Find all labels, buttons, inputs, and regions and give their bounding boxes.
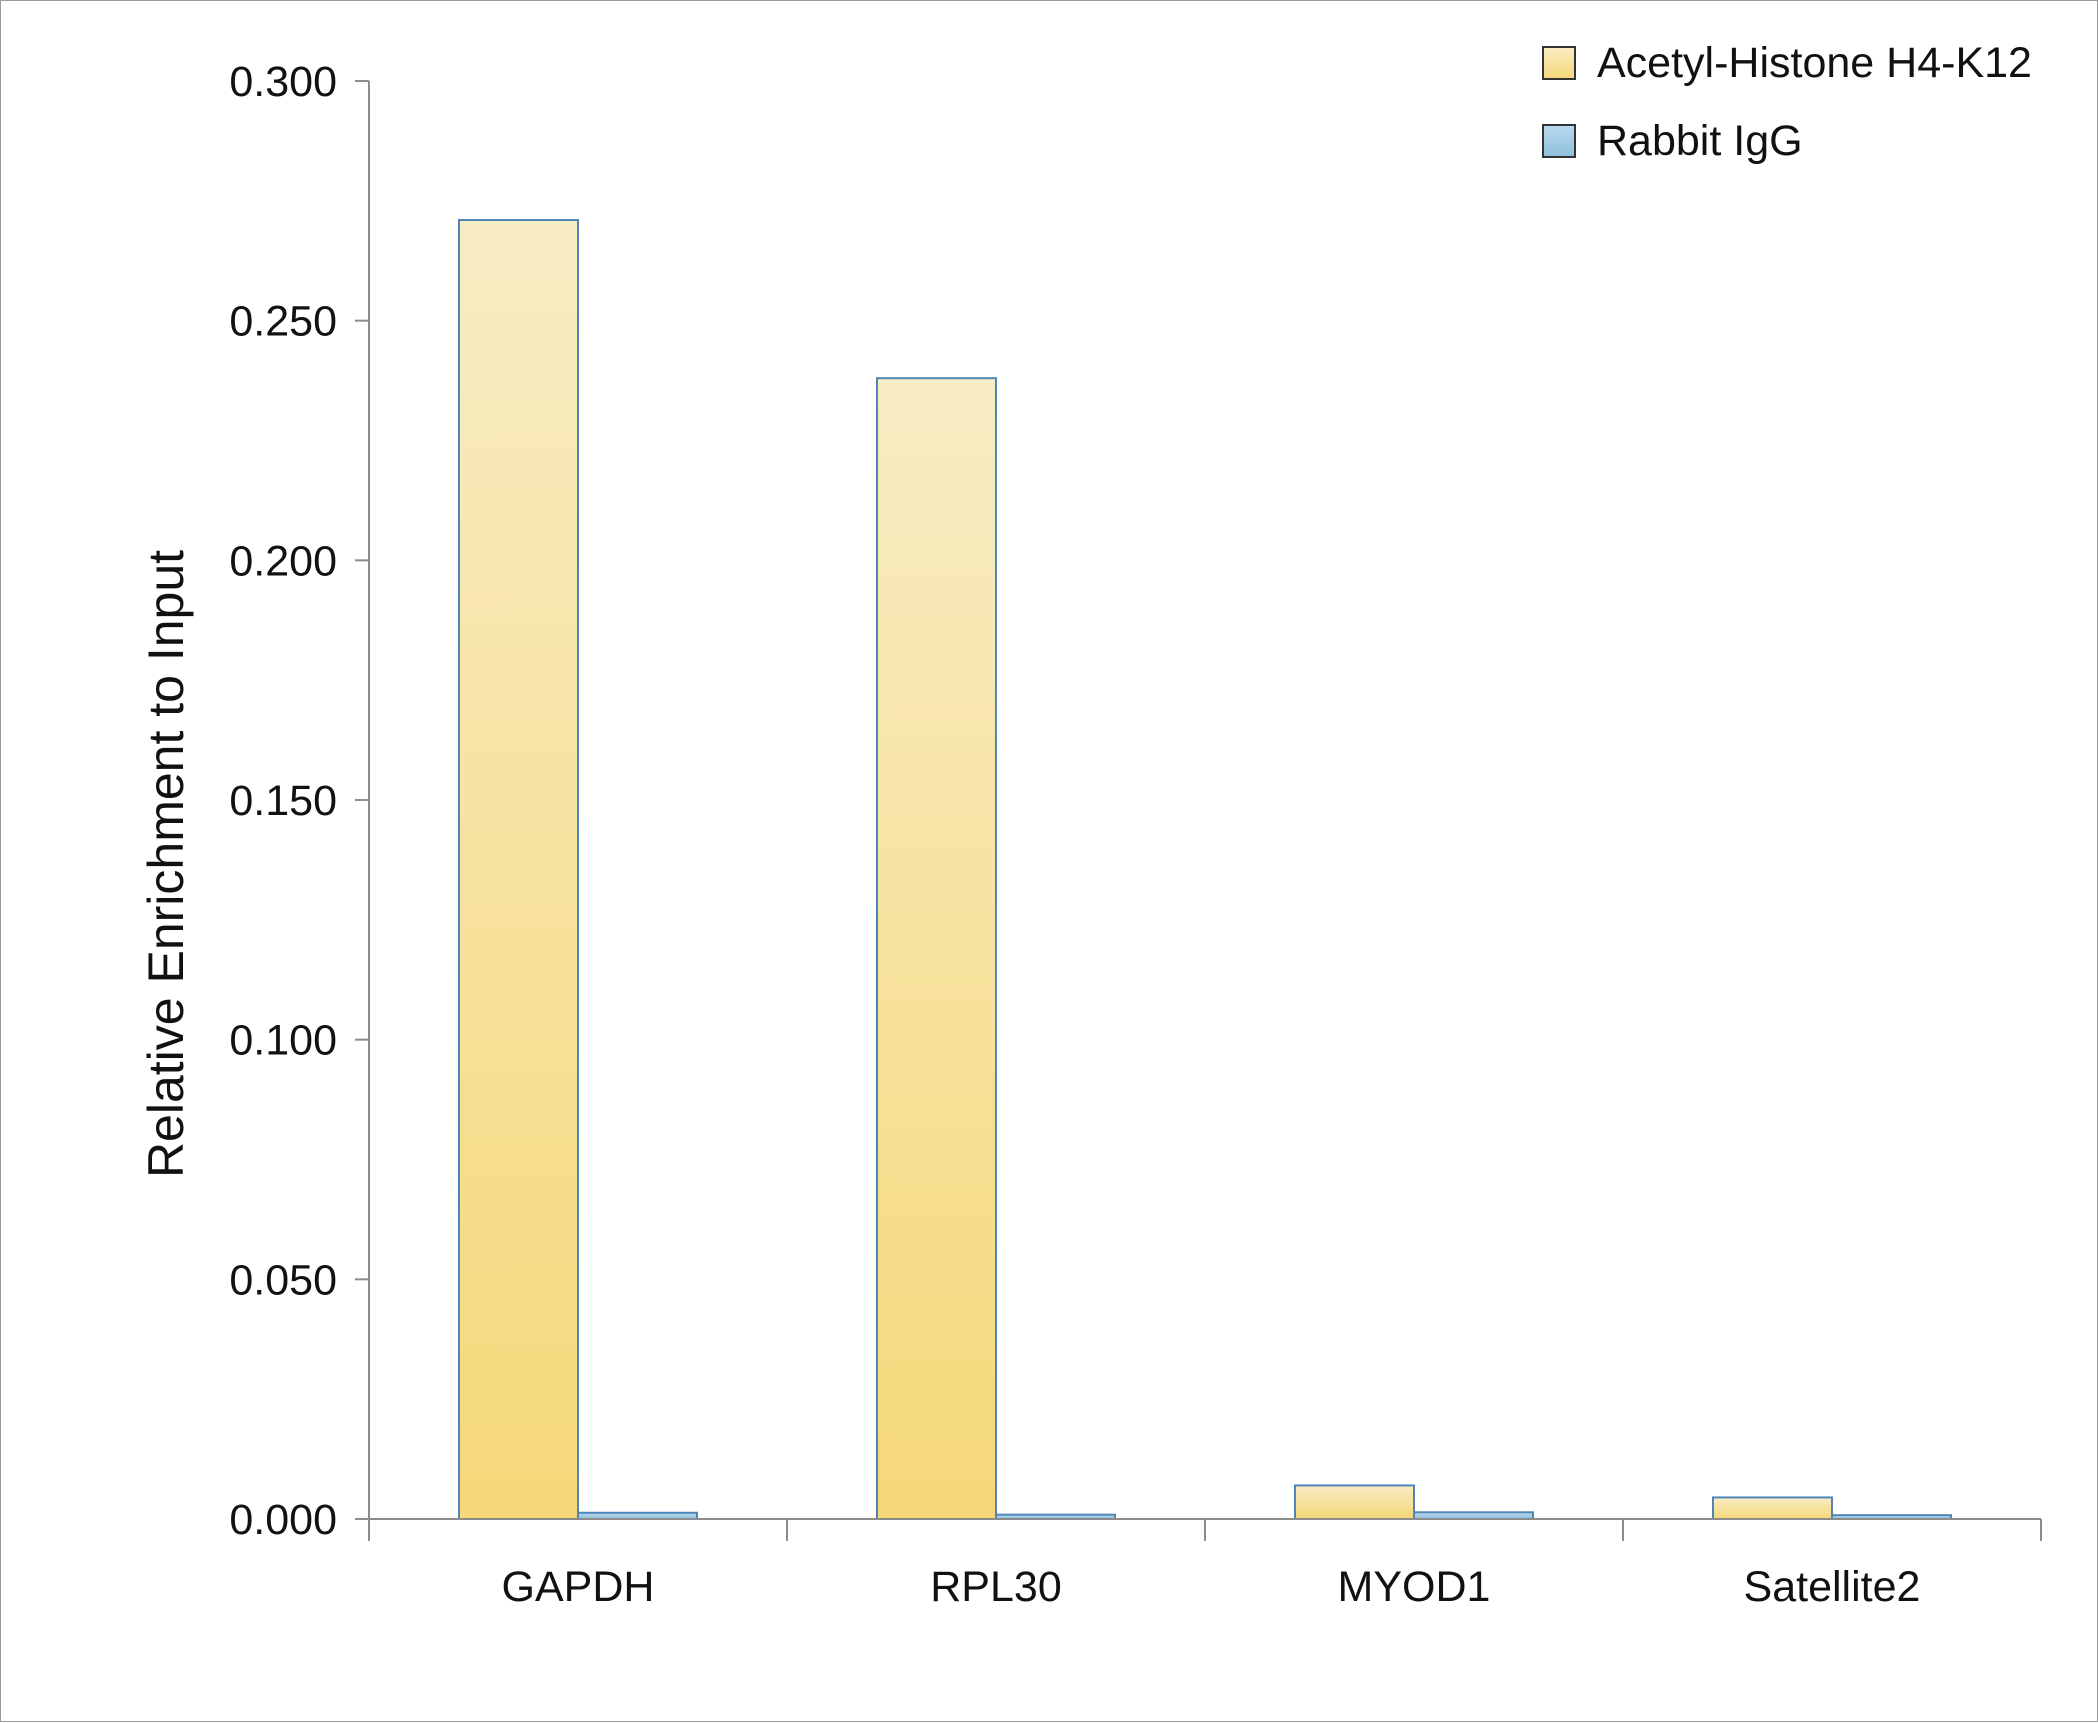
x-category-label: MYOD1 bbox=[1338, 1563, 1491, 1611]
x-category-label: Satellite2 bbox=[1744, 1563, 1921, 1611]
x-category-label: GAPDH bbox=[502, 1563, 655, 1611]
bar-satellite2-series-0 bbox=[1712, 1496, 1833, 1521]
bar-myod1-series-1 bbox=[1413, 1511, 1534, 1520]
legend-label: Acetyl-Histone H4-K12 bbox=[1597, 39, 2032, 87]
axes-layer: 0.000 0.050 0.100 0.150 0.200 0.250 0.300 GAPDH… bbox=[229, 58, 2042, 1611]
bar-myod1-series-0 bbox=[1294, 1484, 1415, 1520]
bar-gapdh-series-0 bbox=[458, 219, 579, 1520]
y-tick-label: 0.100 bbox=[229, 1017, 337, 1065]
y-tick-label: 0.050 bbox=[229, 1256, 337, 1304]
x-category-label: RPL30 bbox=[930, 1563, 1061, 1611]
y-tick-label: 0.000 bbox=[229, 1496, 337, 1544]
y-tick-label: 0.250 bbox=[229, 298, 337, 346]
y-tick-label: 0.150 bbox=[229, 777, 337, 825]
legend-swatch bbox=[1542, 46, 1576, 80]
bars-layer bbox=[458, 219, 1952, 1521]
bar-rpl30-series-0 bbox=[876, 377, 997, 1521]
y-tick-label: 0.200 bbox=[229, 537, 337, 585]
y-axis-title: Relative Enrichment to Input bbox=[138, 550, 194, 1178]
legend-label: Rabbit IgG bbox=[1597, 117, 1803, 165]
legend: Acetyl-Histone H4-K12 Rabbit IgG bbox=[1542, 39, 2032, 165]
legend-swatch bbox=[1542, 124, 1576, 158]
y-tick-label: 0.300 bbox=[229, 58, 337, 106]
